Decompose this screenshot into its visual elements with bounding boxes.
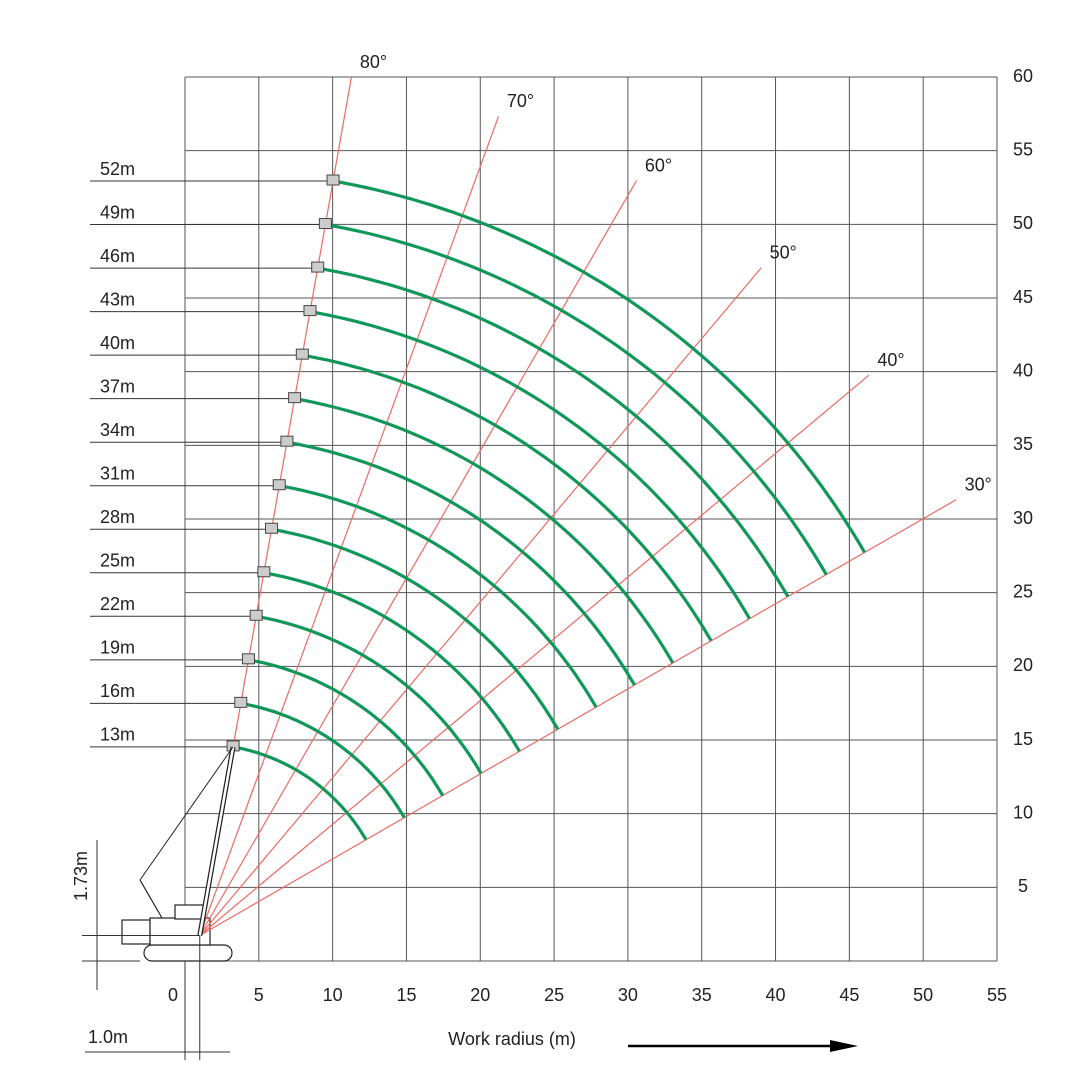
- boom-arc: [309, 310, 751, 620]
- boom-arc: [232, 745, 368, 841]
- boom-head: [241, 653, 255, 665]
- boom-arc: [240, 701, 406, 819]
- x-tick-label: 45: [839, 985, 859, 1005]
- boom-arc: [255, 614, 483, 775]
- y-tick-label: 30: [1013, 508, 1033, 528]
- boom-length-label: 49m: [100, 202, 135, 222]
- boom-length-label: 40m: [100, 333, 135, 353]
- angle-label: 70°: [507, 91, 534, 111]
- x-tick-label: 15: [396, 985, 416, 1005]
- boom-arc: [263, 571, 521, 753]
- boom-head: [265, 522, 279, 534]
- boom-length-label: 16m: [100, 681, 135, 701]
- boom-length-label: 46m: [100, 246, 135, 266]
- x-tick-label: 30: [618, 985, 638, 1005]
- boom-arc: [325, 222, 828, 576]
- y-tick-label: 25: [1013, 581, 1033, 601]
- x-tick-label: 10: [323, 985, 343, 1005]
- angle-label: 50°: [770, 242, 797, 262]
- cab: [174, 904, 206, 920]
- boom-arc: [332, 179, 866, 554]
- boom-head: [295, 348, 309, 360]
- boom-length-label: 37m: [100, 376, 135, 396]
- y-tick-label: 5: [1018, 876, 1028, 896]
- crane: [121, 879, 233, 962]
- boom-head: [311, 261, 325, 273]
- x-tick-label: 50: [913, 985, 933, 1005]
- boom-head: [280, 435, 294, 447]
- counterweight: [121, 919, 151, 945]
- boom-arc: [278, 484, 598, 708]
- x-tick-label: 55: [987, 985, 1007, 1005]
- angle-ray: [199, 116, 500, 936]
- x-tick-label: 35: [692, 985, 712, 1005]
- boom-head: [249, 609, 263, 621]
- boom-head: [257, 566, 271, 578]
- boom-length-label: 22m: [100, 594, 135, 614]
- boom-head: [234, 696, 248, 708]
- x-tick-label: 5: [254, 985, 264, 1005]
- boom-arc: [302, 353, 713, 642]
- boom-length-label: 13m: [100, 725, 135, 745]
- y-tick-label: 40: [1013, 360, 1033, 380]
- pivot-offset-label: 1.0m: [88, 1027, 128, 1047]
- boom-length-label: 31m: [100, 463, 135, 483]
- boom-head: [288, 392, 302, 404]
- angle-ray: [199, 267, 762, 936]
- x-tick-label: 25: [544, 985, 564, 1005]
- y-tick-label: 50: [1013, 213, 1033, 233]
- x-tick-label: 20: [470, 985, 490, 1005]
- boom-arc: [248, 658, 445, 797]
- boom-head: [303, 305, 317, 317]
- angle-ray: [199, 499, 957, 937]
- boom-length-label: 25m: [100, 551, 135, 571]
- angle-label: 60°: [645, 155, 672, 175]
- plot: 0 5 10 15 20 25 30 35 40 45 50 55510152025303540455…: [71, 52, 1033, 1060]
- boom-inner: [198, 746, 235, 936]
- x-axis-label: Work radius (m): [448, 1029, 576, 1049]
- angle-ray: [199, 180, 638, 936]
- boom-length-label: 19m: [100, 638, 135, 658]
- y-tick-label: 35: [1013, 434, 1033, 454]
- boom-length-label: 52m: [100, 159, 135, 179]
- pivot-height-label: 1.73m: [71, 851, 91, 901]
- y-tick-label: 15: [1013, 729, 1033, 749]
- boom-arc: [286, 440, 636, 686]
- y-tick-label: 45: [1013, 287, 1033, 307]
- boom-arc: [271, 527, 560, 731]
- crawler-track: [143, 944, 233, 962]
- boom-head: [318, 218, 332, 230]
- gantry: [139, 879, 163, 919]
- boom-length-label: 34m: [100, 420, 135, 440]
- angle-label: 30°: [965, 474, 992, 494]
- grid: [184, 76, 998, 962]
- y-tick-label: 60: [1013, 66, 1033, 86]
- boom-length-label: 28m: [100, 507, 135, 527]
- y-tick-label: 10: [1013, 802, 1033, 822]
- y-tick-label: 55: [1013, 139, 1033, 159]
- boom-arc: [294, 397, 675, 664]
- boom-length-label: 43m: [100, 289, 135, 309]
- boom-head: [272, 479, 286, 491]
- angle-label: 40°: [877, 350, 904, 370]
- pendant: [139, 746, 234, 881]
- angle-ray: [199, 374, 870, 936]
- boom-arc: [317, 266, 790, 598]
- x-tick-label: 40: [766, 985, 786, 1005]
- boom-head: [326, 174, 340, 186]
- angle-label: 80°: [360, 52, 387, 72]
- direction-arrow-head: [830, 1040, 858, 1052]
- y-tick-label: 20: [1013, 655, 1033, 675]
- x-tick-label: 0: [168, 985, 178, 1005]
